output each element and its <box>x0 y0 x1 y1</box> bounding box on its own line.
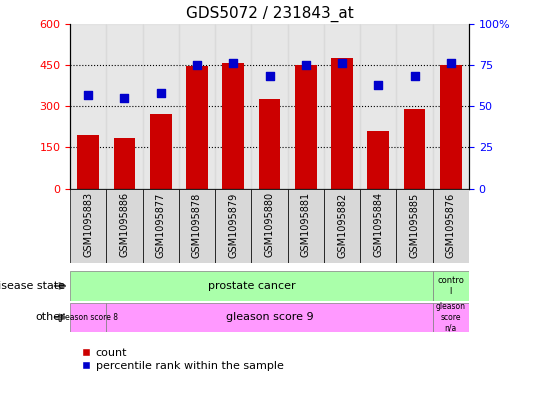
Bar <box>179 189 215 263</box>
Point <box>446 60 455 66</box>
Bar <box>433 189 469 263</box>
Text: gleason score 9: gleason score 9 <box>226 312 313 322</box>
Bar <box>360 189 396 263</box>
Point <box>338 60 347 66</box>
Bar <box>331 58 353 189</box>
Bar <box>106 189 143 263</box>
Point <box>374 81 383 88</box>
Bar <box>114 138 135 189</box>
Legend: count, percentile rank within the sample: count, percentile rank within the sample <box>75 343 288 376</box>
Text: GSM1095881: GSM1095881 <box>301 192 311 257</box>
Bar <box>440 65 462 189</box>
Text: GSM1095882: GSM1095882 <box>337 192 347 258</box>
Text: GSM1095880: GSM1095880 <box>265 192 274 257</box>
Bar <box>396 189 433 263</box>
Bar <box>433 24 469 189</box>
Text: GSM1095884: GSM1095884 <box>374 192 383 257</box>
Bar <box>215 24 251 189</box>
Bar <box>259 99 280 189</box>
Bar <box>368 131 389 189</box>
Text: disease state: disease state <box>0 281 65 291</box>
Bar <box>433 271 469 301</box>
Text: GSM1095877: GSM1095877 <box>156 192 165 258</box>
Bar <box>143 189 179 263</box>
Point <box>301 62 310 68</box>
Text: prostate cancer: prostate cancer <box>208 281 295 291</box>
Bar <box>295 65 316 189</box>
Text: gleason
score
n/a: gleason score n/a <box>436 303 466 332</box>
Bar <box>77 135 99 189</box>
Bar <box>150 114 171 189</box>
Bar <box>396 24 433 189</box>
Bar <box>433 303 469 332</box>
Point <box>229 60 238 66</box>
Bar <box>70 189 106 263</box>
Bar <box>106 303 433 332</box>
Bar <box>106 24 143 189</box>
Title: GDS5072 / 231843_at: GDS5072 / 231843_at <box>185 6 354 22</box>
Point <box>156 90 165 96</box>
Point <box>120 95 129 101</box>
Text: GSM1095879: GSM1095879 <box>228 192 238 258</box>
Text: gleason score 8: gleason score 8 <box>58 313 118 322</box>
Text: GSM1095885: GSM1095885 <box>410 192 419 258</box>
Text: contro
l: contro l <box>437 276 464 296</box>
Bar <box>179 24 215 189</box>
Bar <box>288 24 324 189</box>
Bar <box>251 24 288 189</box>
Bar <box>223 63 244 189</box>
Bar <box>360 24 396 189</box>
Text: GSM1095876: GSM1095876 <box>446 192 456 258</box>
Bar <box>143 24 179 189</box>
Bar <box>70 303 106 332</box>
Bar <box>251 189 288 263</box>
Text: GSM1095883: GSM1095883 <box>83 192 93 257</box>
Bar <box>404 109 425 189</box>
Text: other: other <box>35 312 65 322</box>
Bar <box>324 24 360 189</box>
Bar <box>324 189 360 263</box>
Point <box>410 73 419 79</box>
Point <box>265 73 274 79</box>
Bar <box>186 66 208 189</box>
Bar <box>215 189 251 263</box>
Bar <box>288 189 324 263</box>
Text: GSM1095886: GSM1095886 <box>120 192 129 257</box>
Bar <box>70 24 106 189</box>
Text: GSM1095878: GSM1095878 <box>192 192 202 258</box>
Point <box>84 92 93 98</box>
Point <box>192 62 201 68</box>
